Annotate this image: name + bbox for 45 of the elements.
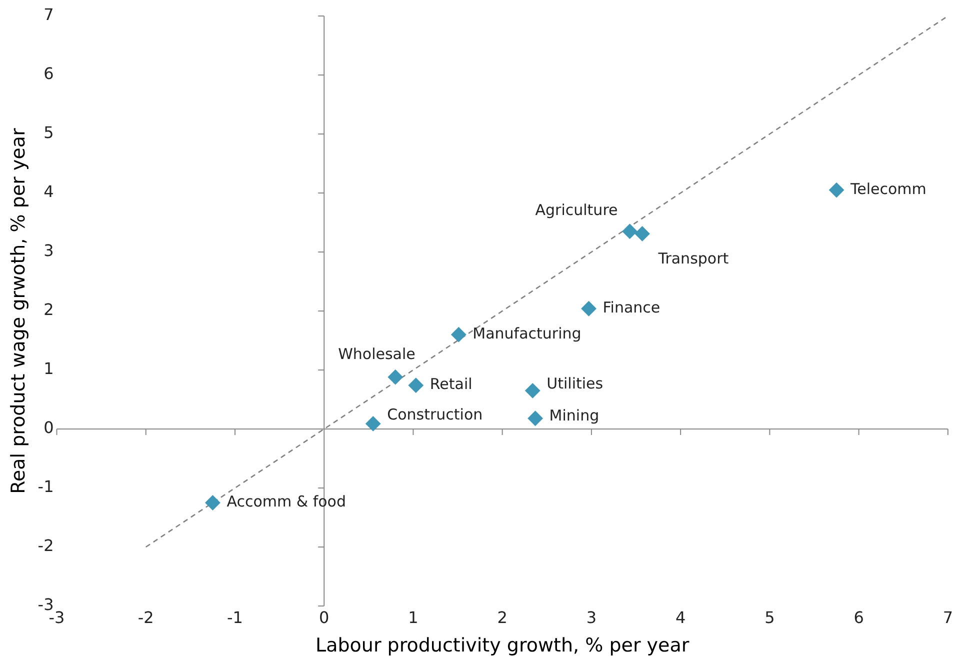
annotation: Retail: [430, 375, 472, 394]
y-tick-label: 1: [44, 359, 54, 378]
y-tick-label: 0: [44, 418, 54, 438]
annotation: Manufacturing: [472, 324, 582, 342]
y-tick-label: 7: [44, 5, 54, 24]
point: [525, 383, 540, 398]
point: [622, 224, 638, 239]
point: [205, 495, 220, 510]
annotation: Utilities: [546, 374, 604, 393]
point: [388, 370, 403, 385]
y-tick-label: -1: [38, 477, 54, 496]
y-tick-label: -3: [38, 595, 54, 614]
annotation: Construction: [387, 406, 483, 424]
point: [451, 327, 466, 342]
y-tick-label: 6: [44, 64, 54, 84]
annotation: Finance: [602, 298, 660, 317]
annotation: Agriculture: [535, 201, 618, 220]
point: [366, 416, 381, 432]
x-axis-title: Labour productivity growth, % per year: [315, 634, 690, 657]
point: [408, 378, 424, 393]
x-tick-label: 6: [854, 608, 864, 627]
x-tick-label: -1: [227, 608, 243, 627]
y-tick-label: 4: [44, 182, 54, 202]
annotation: Telecomm: [850, 180, 926, 198]
x-tick-label: 4: [675, 608, 686, 627]
x-tick-label: -2: [138, 608, 154, 627]
y-tick-label: 2: [44, 300, 54, 320]
x-tick-label: 3: [586, 608, 597, 627]
y-axis-title: Real product wage grwoth, % per year: [7, 128, 30, 494]
x-tick-label: 5: [764, 608, 775, 627]
y-tick-label: -2: [38, 536, 54, 556]
point: [581, 301, 596, 316]
y-tick-label: 5: [44, 123, 54, 142]
y-tick-label: 3: [44, 241, 54, 260]
annotation: Accomm & food: [226, 492, 346, 511]
annotation: Wholesale: [338, 344, 416, 363]
point: [634, 226, 650, 242]
x-tick-label: 7: [942, 608, 954, 627]
point: [528, 410, 543, 426]
x-tick-label: 0: [319, 608, 330, 627]
annotation: Mining: [549, 406, 600, 424]
point: [829, 182, 844, 198]
x-tick-label: 2: [497, 608, 508, 627]
x-tick-label: 1: [408, 608, 418, 627]
annotation: Transport: [657, 250, 729, 268]
